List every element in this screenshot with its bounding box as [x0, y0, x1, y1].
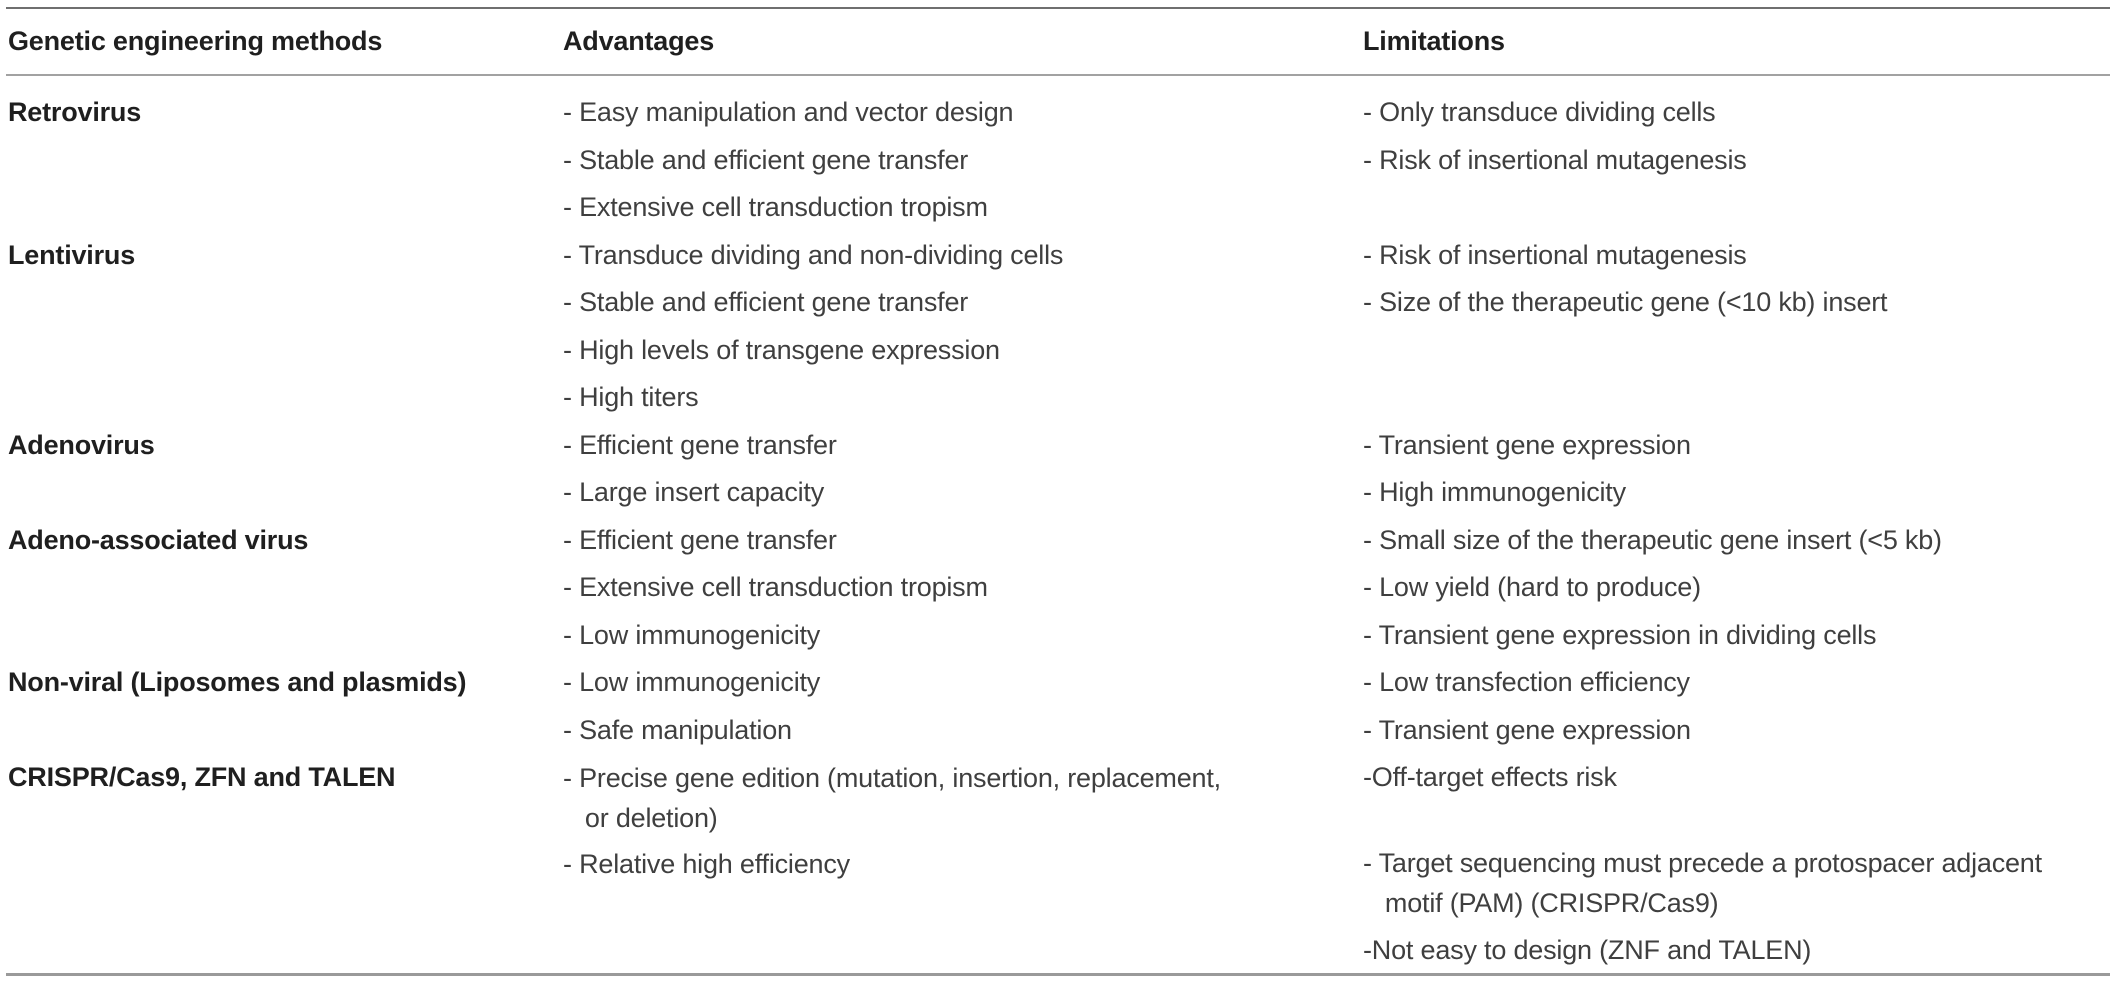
limitation-item: - Target sequencing must precede a proto…	[1363, 848, 2042, 918]
advantage-item: - Efficient gene transfer	[563, 429, 837, 460]
method-name: Adeno-associated virus	[8, 524, 309, 555]
advantages-cell: - Precise gene edition (mutation, insert…	[555, 754, 1355, 889]
limitations-cell: - Transient gene expression - High immuno…	[1355, 422, 2118, 517]
advantage-item: - Extensive cell transduction tropism	[563, 192, 988, 223]
advantage-item: - Low immunogenicity	[563, 619, 821, 650]
advantages-cell: - Transduce dividing and non-dividing ce…	[555, 232, 1355, 422]
top-rule	[6, 7, 2110, 9]
limitation-item: - Only transduce dividing cells	[1363, 97, 1716, 128]
method-name: Retrovirus	[8, 97, 142, 128]
table-row: CRISPR/Cas9, ZFN and TALEN - Precise gene…	[0, 754, 2118, 974]
method-name: Non-viral (Liposomes and plasmids)	[8, 667, 467, 698]
advantage-item: - Transduce dividing and non-dividing ce…	[563, 239, 1064, 270]
method-cell: Retrovirus	[0, 89, 555, 137]
method-cell: Adeno-associated virus	[0, 517, 555, 565]
limitations-cell: - Low transfection efficiency - Transient…	[1355, 659, 2118, 754]
limitation-item: - Low transfection efficiency	[1363, 667, 1690, 698]
advantage-item: - High levels of transgene expression	[563, 334, 1000, 365]
method-cell: Adenovirus	[0, 422, 555, 470]
limitation-item	[1363, 802, 2118, 840]
column-header-methods: Genetic engineering methods	[8, 26, 383, 56]
table-row: Adenovirus - Efficient gene transfer - Lar…	[0, 422, 2118, 517]
limitations-cell: - Only transduce dividing cells - Risk of…	[1355, 89, 2118, 184]
advantage-item: - Low immunogenicity	[563, 667, 821, 698]
advantage-item: - Relative high efficiency	[563, 849, 850, 880]
limitation-item: -Not easy to design (ZNF and TALEN)	[1363, 934, 1812, 965]
advantages-cell: - Easy manipulation and vector design - S…	[555, 89, 1355, 232]
bottom-rule	[6, 973, 2110, 976]
limitation-item: - Risk of insertional mutagenesis	[1363, 144, 1747, 175]
method-cell: Lentivirus	[0, 232, 555, 280]
limitations-cell: - Small size of the therapeutic gene ins…	[1355, 517, 2118, 660]
method-cell: CRISPR/Cas9, ZFN and TALEN	[0, 754, 555, 802]
limitation-item: - Transient gene expression	[1363, 429, 1691, 460]
table-row: Retrovirus - Easy manipulation and vector…	[0, 89, 2118, 232]
advantage-item: - Efficient gene transfer	[563, 524, 837, 555]
method-name: CRISPR/Cas9, ZFN and TALEN	[8, 762, 396, 793]
advantage-item: - High titers	[563, 382, 699, 413]
limitation-item: - Transient gene expression in dividing …	[1363, 619, 1877, 650]
advantages-cell: - Efficient gene transfer - Large insert …	[555, 422, 1355, 517]
table-row: Lentivirus - Transduce dividing and non-d…	[0, 232, 2118, 422]
advantage-item: - Easy manipulation and vector design	[563, 97, 1014, 128]
header-rule	[6, 74, 2110, 76]
advantage-item: - Large insert capacity	[563, 477, 825, 508]
table-header-row: Genetic engineering methods Advantages L…	[0, 9, 2118, 74]
table-body: Retrovirus - Easy manipulation and vector…	[0, 89, 2118, 974]
limitation-item: - Risk of insertional mutagenesis	[1363, 239, 1747, 270]
advantage-item: - Extensive cell transduction tropism	[563, 572, 988, 603]
advantage-item: - Stable and efficient gene transfer	[563, 287, 969, 318]
table-row: Adeno-associated virus - Efficient gene t…	[0, 517, 2118, 660]
method-cell: Non-viral (Liposomes and plasmids)	[0, 659, 555, 707]
method-name: Lentivirus	[8, 239, 136, 270]
limitation-item: - Size of the therapeutic gene (<10 kb) …	[1363, 287, 1888, 318]
limitation-item: - Low yield (hard to produce)	[1363, 572, 1701, 603]
advantage-item: - Precise gene edition (mutation, insert…	[563, 762, 1221, 833]
advantage-item: - Safe manipulation	[563, 714, 792, 745]
column-header-advantages: Advantages	[563, 26, 715, 56]
advantages-cell: - Low immunogenicity - Safe manipulation	[555, 659, 1355, 754]
limitation-item: - Small size of the therapeutic gene ins…	[1363, 524, 1942, 555]
limitation-item: -Off-target effects risk	[1363, 762, 1617, 793]
limitation-item: - High immunogenicity	[1363, 477, 1626, 508]
method-name: Adenovirus	[8, 429, 155, 460]
advantage-item: - Stable and efficient gene transfer	[563, 144, 969, 175]
advantages-cell: - Efficient gene transfer - Extensive cel…	[555, 517, 1355, 660]
column-header-limitations: Limitations	[1363, 26, 1505, 56]
limitations-cell: - Risk of insertional mutagenesis - Size …	[1355, 232, 2118, 327]
limitation-item: - Transient gene expression	[1363, 714, 1691, 745]
limitations-cell: -Off-target effects risk - Target sequenc…	[1355, 754, 2118, 974]
table-row: Non-viral (Liposomes and plasmids) - Low …	[0, 659, 2118, 754]
